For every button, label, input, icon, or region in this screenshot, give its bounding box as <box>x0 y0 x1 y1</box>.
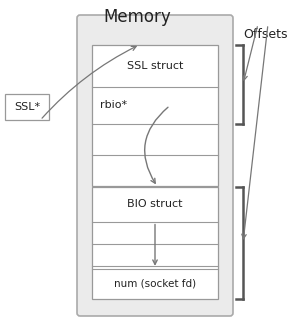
FancyBboxPatch shape <box>77 15 233 316</box>
Text: rbio*: rbio* <box>100 100 127 110</box>
Text: SSL struct: SSL struct <box>127 61 183 71</box>
Text: SSL*: SSL* <box>14 102 40 112</box>
FancyBboxPatch shape <box>5 94 49 120</box>
Text: Offsets: Offsets <box>244 28 288 41</box>
Text: num (socket fd): num (socket fd) <box>114 279 196 289</box>
FancyBboxPatch shape <box>92 45 218 186</box>
FancyBboxPatch shape <box>92 187 218 299</box>
Text: Memory: Memory <box>103 8 171 26</box>
Text: BIO struct: BIO struct <box>127 199 183 209</box>
